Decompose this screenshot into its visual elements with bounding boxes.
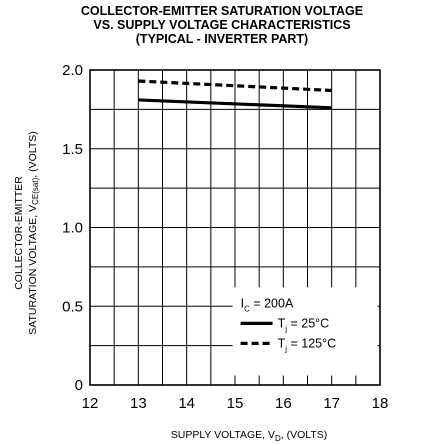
- x-tick-label: 18: [372, 395, 389, 412]
- y-axis-label-line-1: COLLECTOR-EMITTER: [13, 176, 25, 290]
- y-tick-label: 2.0: [62, 62, 83, 79]
- x-tick-label: 12: [82, 395, 99, 412]
- x-tick-label: 14: [178, 395, 195, 412]
- x-tick-label: 15: [227, 395, 244, 412]
- tick-labels: 12 13 14 15 16 17 18 0 0.5 1.0 1.5 2.0: [62, 62, 388, 412]
- y-tick-label: 1.0: [62, 220, 83, 237]
- legend: IC = 200A Tj = 25°C Tj = 125°C: [232, 287, 378, 376]
- legend-condition: IC = 200A: [241, 296, 294, 313]
- x-tick-label: 16: [275, 395, 292, 412]
- chart-title-line-2: VS. SUPPLY VOLTAGE CHARACTERISTICS: [93, 18, 350, 32]
- chart-title-line-1: COLLECTOR-EMITTER SATURATION VOLTAGE: [81, 4, 363, 18]
- legend-box: [232, 287, 378, 376]
- y-tick-label: 1.5: [62, 141, 83, 158]
- x-tick-label: 17: [323, 395, 340, 412]
- y-tick-label: 0.5: [62, 298, 83, 315]
- series-line-25c: [138, 98, 332, 110]
- x-tick-label: 13: [130, 395, 147, 412]
- chart-title-line-3: (TYPICAL - INVERTER PART): [136, 32, 308, 46]
- y-tick-label: 0: [75, 377, 83, 394]
- legend-entry-125c: Tj = 125°C: [278, 336, 337, 353]
- legend-entry-25c: Tj = 25°C: [278, 316, 330, 333]
- y-axis-label: COLLECTOR-EMITTER SATURATION VOLTAGE, VC…: [13, 131, 40, 335]
- series-layer: [138, 79, 332, 110]
- y-axis-label-line-2: SATURATION VOLTAGE, VCE(sat), (VOLTS): [27, 131, 40, 335]
- x-axis-label: SUPPLY VOLTAGE, VD, (VOLTS): [171, 429, 328, 443]
- plot-frame: [89, 69, 381, 386]
